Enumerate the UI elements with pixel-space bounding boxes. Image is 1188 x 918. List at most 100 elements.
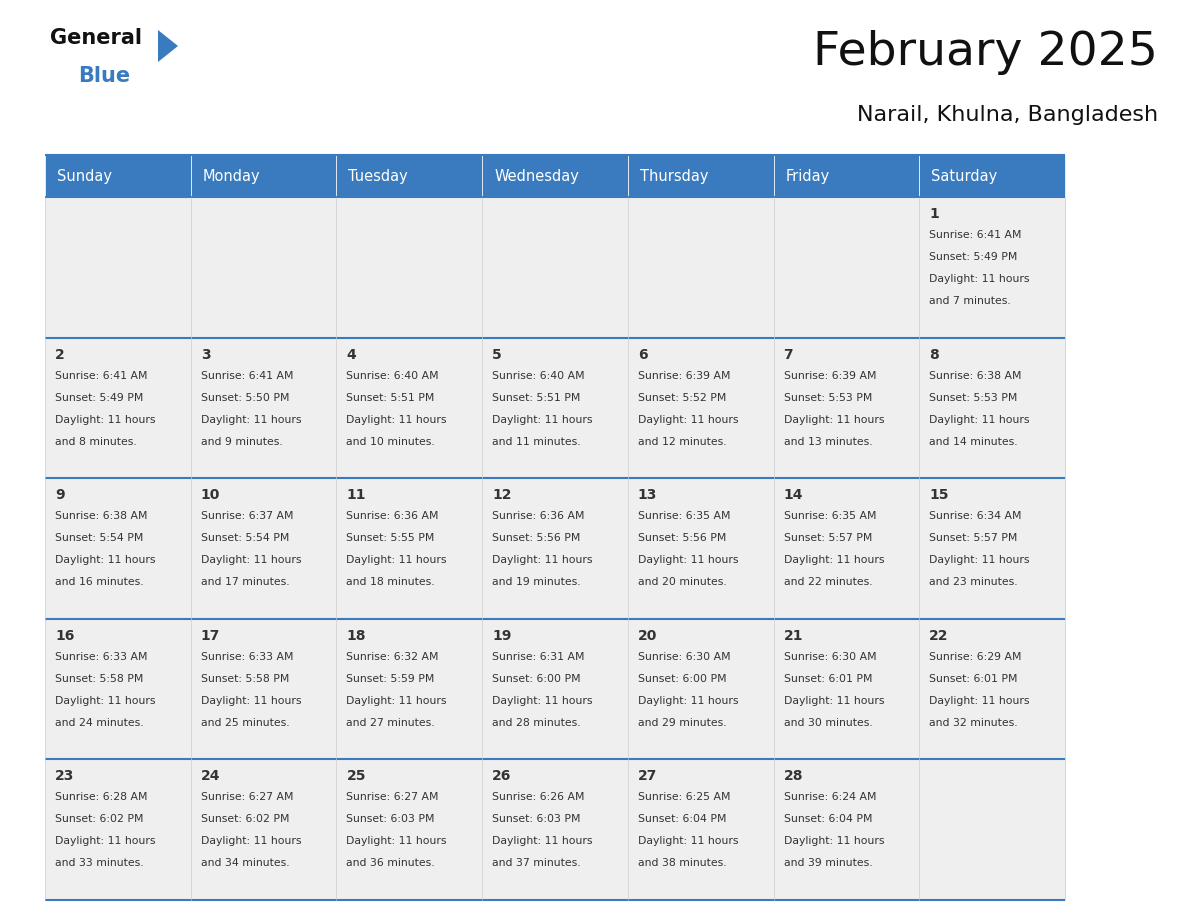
Text: Sunset: 5:56 PM: Sunset: 5:56 PM <box>638 533 726 543</box>
Bar <box>482 759 627 900</box>
Text: Sunrise: 6:27 AM: Sunrise: 6:27 AM <box>201 792 293 802</box>
Text: Sunrise: 6:37 AM: Sunrise: 6:37 AM <box>201 511 293 521</box>
Bar <box>920 155 1064 197</box>
Text: and 10 minutes.: and 10 minutes. <box>347 437 435 446</box>
Text: Daylight: 11 hours: Daylight: 11 hours <box>347 555 447 565</box>
Text: 16: 16 <box>55 629 75 643</box>
Text: Sunset: 5:53 PM: Sunset: 5:53 PM <box>784 393 872 403</box>
Bar <box>45 338 191 478</box>
Text: and 30 minutes.: and 30 minutes. <box>784 718 872 728</box>
Text: Sunrise: 6:41 AM: Sunrise: 6:41 AM <box>55 371 147 381</box>
Text: and 32 minutes.: and 32 minutes. <box>929 718 1018 728</box>
Text: Daylight: 11 hours: Daylight: 11 hours <box>784 555 884 565</box>
Text: 27: 27 <box>638 769 657 783</box>
Text: and 33 minutes.: and 33 minutes. <box>55 858 144 868</box>
Bar <box>773 338 920 478</box>
Text: 4: 4 <box>347 348 356 362</box>
Text: Sunset: 6:02 PM: Sunset: 6:02 PM <box>55 814 144 824</box>
Text: Sunrise: 6:28 AM: Sunrise: 6:28 AM <box>55 792 147 802</box>
Bar <box>920 478 1064 619</box>
Text: Sunset: 5:56 PM: Sunset: 5:56 PM <box>492 533 581 543</box>
Bar <box>336 759 482 900</box>
Text: Daylight: 11 hours: Daylight: 11 hours <box>201 696 302 706</box>
Bar <box>336 155 482 197</box>
Text: Sunrise: 6:39 AM: Sunrise: 6:39 AM <box>638 371 731 381</box>
Text: and 12 minutes.: and 12 minutes. <box>638 437 727 446</box>
Text: Sunrise: 6:27 AM: Sunrise: 6:27 AM <box>347 792 438 802</box>
Text: 8: 8 <box>929 348 939 362</box>
Text: Daylight: 11 hours: Daylight: 11 hours <box>784 836 884 846</box>
Text: and 38 minutes.: and 38 minutes. <box>638 858 727 868</box>
Text: 25: 25 <box>347 769 366 783</box>
Text: Blue: Blue <box>78 66 131 86</box>
Text: Daylight: 11 hours: Daylight: 11 hours <box>492 415 593 425</box>
Bar <box>482 155 627 197</box>
Text: and 36 minutes.: and 36 minutes. <box>347 858 435 868</box>
Text: Sunset: 5:54 PM: Sunset: 5:54 PM <box>55 533 144 543</box>
Text: Sunset: 5:54 PM: Sunset: 5:54 PM <box>201 533 289 543</box>
Text: 6: 6 <box>638 348 647 362</box>
Bar <box>773 619 920 759</box>
Bar <box>191 478 336 619</box>
Text: Sunrise: 6:38 AM: Sunrise: 6:38 AM <box>55 511 147 521</box>
Bar <box>627 155 773 197</box>
Text: and 23 minutes.: and 23 minutes. <box>929 577 1018 588</box>
Bar <box>191 619 336 759</box>
Text: and 18 minutes.: and 18 minutes. <box>347 577 435 588</box>
Text: Sunset: 5:58 PM: Sunset: 5:58 PM <box>55 674 144 684</box>
Text: and 16 minutes.: and 16 minutes. <box>55 577 144 588</box>
Text: Sunrise: 6:34 AM: Sunrise: 6:34 AM <box>929 511 1022 521</box>
Text: Daylight: 11 hours: Daylight: 11 hours <box>201 555 302 565</box>
Text: Friday: Friday <box>785 169 830 184</box>
Text: Sunrise: 6:30 AM: Sunrise: 6:30 AM <box>638 652 731 662</box>
Bar <box>482 338 627 478</box>
Text: Sunrise: 6:38 AM: Sunrise: 6:38 AM <box>929 371 1022 381</box>
Text: Sunrise: 6:35 AM: Sunrise: 6:35 AM <box>784 511 876 521</box>
Text: and 19 minutes.: and 19 minutes. <box>492 577 581 588</box>
Text: and 14 minutes.: and 14 minutes. <box>929 437 1018 446</box>
Text: and 20 minutes.: and 20 minutes. <box>638 577 727 588</box>
Text: Daylight: 11 hours: Daylight: 11 hours <box>784 696 884 706</box>
Bar <box>920 197 1064 338</box>
Bar <box>773 155 920 197</box>
Text: Narail, Khulna, Bangladesh: Narail, Khulna, Bangladesh <box>857 105 1158 125</box>
Bar <box>627 759 773 900</box>
Text: and 37 minutes.: and 37 minutes. <box>492 858 581 868</box>
Text: 26: 26 <box>492 769 512 783</box>
Text: Sunrise: 6:41 AM: Sunrise: 6:41 AM <box>929 230 1022 240</box>
Text: Sunset: 6:04 PM: Sunset: 6:04 PM <box>784 814 872 824</box>
Text: Sunset: 5:50 PM: Sunset: 5:50 PM <box>201 393 289 403</box>
Text: Daylight: 11 hours: Daylight: 11 hours <box>201 415 302 425</box>
Text: and 28 minutes.: and 28 minutes. <box>492 718 581 728</box>
Text: Sunset: 5:55 PM: Sunset: 5:55 PM <box>347 533 435 543</box>
Bar <box>773 197 920 338</box>
Text: 15: 15 <box>929 488 949 502</box>
Text: 13: 13 <box>638 488 657 502</box>
Text: Sunset: 5:59 PM: Sunset: 5:59 PM <box>347 674 435 684</box>
Text: Daylight: 11 hours: Daylight: 11 hours <box>929 415 1030 425</box>
Text: Sunrise: 6:31 AM: Sunrise: 6:31 AM <box>492 652 584 662</box>
Bar <box>191 759 336 900</box>
Text: Sunrise: 6:40 AM: Sunrise: 6:40 AM <box>492 371 584 381</box>
Text: Daylight: 11 hours: Daylight: 11 hours <box>347 696 447 706</box>
Bar <box>45 619 191 759</box>
Text: Sunrise: 6:29 AM: Sunrise: 6:29 AM <box>929 652 1022 662</box>
Text: 2: 2 <box>55 348 65 362</box>
Text: Sunrise: 6:39 AM: Sunrise: 6:39 AM <box>784 371 876 381</box>
Text: and 39 minutes.: and 39 minutes. <box>784 858 872 868</box>
Text: Daylight: 11 hours: Daylight: 11 hours <box>929 274 1030 284</box>
Text: and 27 minutes.: and 27 minutes. <box>347 718 435 728</box>
Bar <box>45 478 191 619</box>
Bar <box>482 619 627 759</box>
Text: Daylight: 11 hours: Daylight: 11 hours <box>929 696 1030 706</box>
Text: Sunset: 6:00 PM: Sunset: 6:00 PM <box>638 674 727 684</box>
Bar <box>627 478 773 619</box>
Text: Sunrise: 6:41 AM: Sunrise: 6:41 AM <box>201 371 293 381</box>
Text: Sunrise: 6:30 AM: Sunrise: 6:30 AM <box>784 652 877 662</box>
Text: and 24 minutes.: and 24 minutes. <box>55 718 144 728</box>
Text: Sunrise: 6:33 AM: Sunrise: 6:33 AM <box>201 652 293 662</box>
Bar <box>336 197 482 338</box>
Text: Sunset: 5:57 PM: Sunset: 5:57 PM <box>784 533 872 543</box>
Text: 10: 10 <box>201 488 220 502</box>
Text: Sunday: Sunday <box>57 169 112 184</box>
